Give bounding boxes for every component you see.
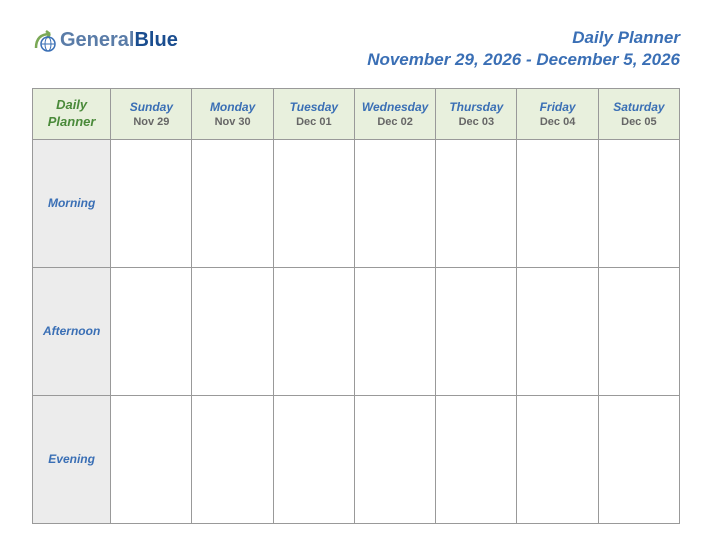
day-name: Sunday	[113, 100, 189, 114]
cell	[354, 139, 435, 267]
title-block: Daily Planner November 29, 2026 - Decemb…	[367, 28, 680, 70]
day-header-3: Wednesday Dec 02	[354, 89, 435, 140]
day-header-4: Thursday Dec 03	[436, 89, 517, 140]
day-date: Dec 05	[601, 116, 677, 128]
cell	[436, 267, 517, 395]
cell	[354, 267, 435, 395]
row-morning: Morning	[33, 139, 680, 267]
logo-text-1: General	[60, 29, 134, 52]
cell	[354, 395, 435, 523]
cell	[273, 139, 354, 267]
cell	[517, 267, 598, 395]
day-name: Thursday	[438, 100, 514, 114]
cell	[273, 395, 354, 523]
day-header-1: Monday Nov 30	[192, 89, 273, 140]
date-range: November 29, 2026 - December 5, 2026	[367, 50, 680, 70]
day-date: Nov 30	[194, 116, 270, 128]
cell	[598, 395, 679, 523]
day-header-0: Sunday Nov 29	[111, 89, 192, 140]
header-row: Daily Planner Sunday Nov 29 Monday Nov 3…	[33, 89, 680, 140]
logo: GeneralBlue	[32, 28, 178, 52]
cell	[192, 395, 273, 523]
day-date: Dec 01	[276, 116, 352, 128]
day-header-6: Saturday Dec 05	[598, 89, 679, 140]
corner-cell: Daily Planner	[33, 89, 111, 140]
day-name: Monday	[194, 100, 270, 114]
period-label: Morning	[33, 139, 111, 267]
cell	[598, 267, 679, 395]
cell	[273, 267, 354, 395]
globe-icon	[32, 28, 56, 52]
day-date: Dec 02	[357, 116, 433, 128]
day-name: Tuesday	[276, 100, 352, 114]
cell	[598, 139, 679, 267]
cell	[517, 395, 598, 523]
cell	[111, 267, 192, 395]
day-name: Saturday	[601, 100, 677, 114]
day-date: Nov 29	[113, 116, 189, 128]
day-name: Friday	[519, 100, 595, 114]
row-evening: Evening	[33, 395, 680, 523]
cell	[436, 395, 517, 523]
cell	[192, 139, 273, 267]
day-header-5: Friday Dec 04	[517, 89, 598, 140]
day-header-2: Tuesday Dec 01	[273, 89, 354, 140]
cell	[192, 267, 273, 395]
cell	[436, 139, 517, 267]
day-date: Dec 03	[438, 116, 514, 128]
header-row: GeneralBlue Daily Planner November 29, 2…	[32, 28, 680, 70]
planner-table: Daily Planner Sunday Nov 29 Monday Nov 3…	[32, 88, 680, 524]
cell	[111, 395, 192, 523]
day-name: Wednesday	[357, 100, 433, 114]
cell	[111, 139, 192, 267]
period-label: Afternoon	[33, 267, 111, 395]
page-title: Daily Planner	[367, 28, 680, 48]
row-afternoon: Afternoon	[33, 267, 680, 395]
day-date: Dec 04	[519, 116, 595, 128]
period-label: Evening	[33, 395, 111, 523]
logo-text-2: Blue	[134, 29, 177, 52]
cell	[517, 139, 598, 267]
